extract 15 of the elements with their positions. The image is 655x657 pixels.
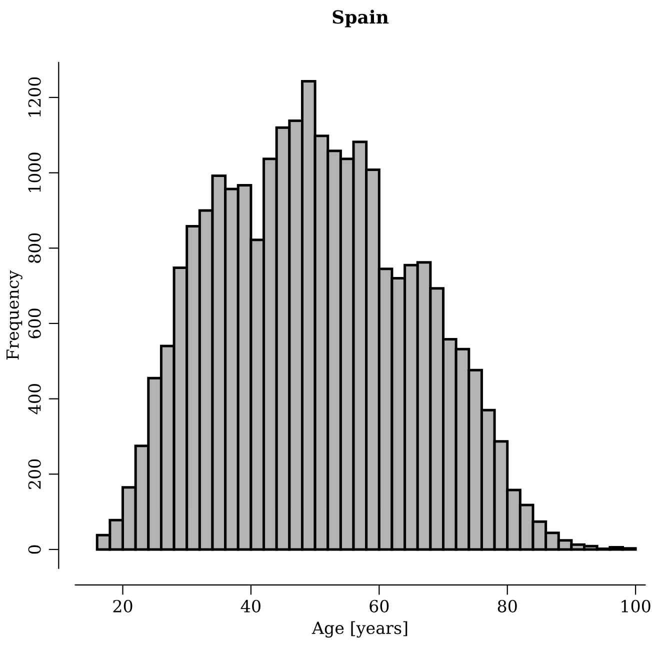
y-tick-label: 200 [28, 459, 41, 489]
y-tick-label: 0 [28, 545, 41, 554]
y-tick-label: 800 [28, 233, 41, 263]
y-tick-label: 1000 [28, 152, 41, 192]
x-tick-label: 100 [622, 600, 650, 612]
x-tick-label: 60 [370, 600, 389, 612]
x-axis-title: Age [years] [312, 621, 408, 638]
chart-title: Spain [332, 10, 389, 28]
y-axis-title: Frequency [6, 270, 22, 360]
y-tick-label: 400 [28, 384, 41, 414]
y-tick-label: 600 [28, 308, 41, 338]
x-tick-label: 40 [240, 600, 260, 612]
x-tick-label: 80 [498, 600, 517, 612]
x-tick-label: 20 [113, 600, 132, 612]
y-tick-label: 1200 [28, 77, 41, 117]
